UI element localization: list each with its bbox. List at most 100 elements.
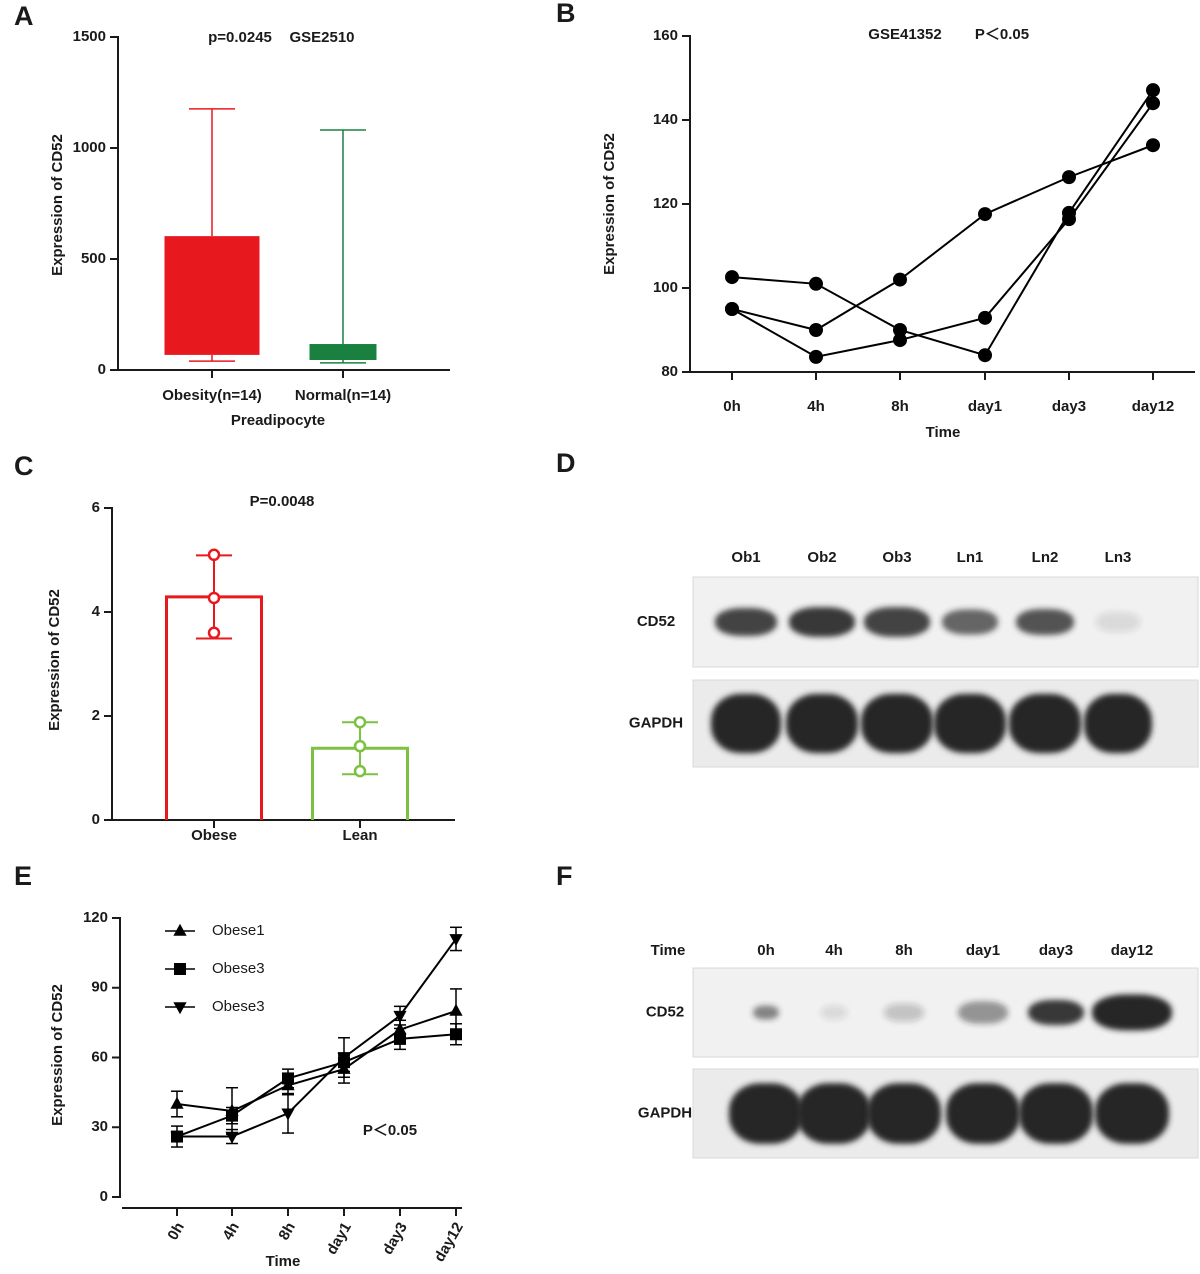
chart-title: p=0.0245 bbox=[208, 29, 272, 46]
x-tick-label: day1 bbox=[968, 398, 1002, 415]
y-tick-label: 4 bbox=[92, 603, 101, 620]
band bbox=[1028, 999, 1084, 1026]
marker bbox=[337, 1052, 351, 1065]
data-point bbox=[207, 591, 221, 605]
y-tick-label: 60 bbox=[91, 1048, 108, 1065]
panel-letter: D bbox=[556, 448, 576, 478]
marker bbox=[978, 348, 992, 363]
lane-label: Ln2 bbox=[1032, 549, 1059, 566]
legend-text: Obese1 bbox=[212, 922, 265, 939]
band bbox=[864, 607, 930, 637]
row-label: CD52 bbox=[637, 613, 675, 630]
y-tick-label: 0 bbox=[98, 361, 106, 378]
marker bbox=[394, 1032, 406, 1045]
x-tick-label: day3 bbox=[1052, 398, 1086, 415]
marker bbox=[809, 349, 823, 364]
marker bbox=[450, 1028, 462, 1041]
x-axis-label: Time bbox=[266, 1253, 301, 1270]
band bbox=[786, 693, 858, 754]
lane-label: 8h bbox=[895, 942, 913, 959]
lane-label: Ln3 bbox=[1105, 549, 1132, 566]
box bbox=[309, 344, 377, 361]
band bbox=[934, 693, 1006, 754]
y-tick-label: 0 bbox=[92, 811, 100, 828]
x-tick-label: day12 bbox=[431, 1219, 467, 1264]
marker bbox=[1062, 212, 1076, 227]
y-axis-label: Expression of CD52 bbox=[46, 589, 63, 731]
x-tick-label: Normal(n=14) bbox=[295, 387, 391, 404]
marker bbox=[1146, 138, 1160, 153]
marker bbox=[173, 1002, 187, 1015]
y-tick-label: 140 bbox=[653, 111, 678, 128]
row-label: GAPDH bbox=[629, 714, 683, 731]
marker bbox=[226, 1109, 238, 1122]
band bbox=[797, 1083, 871, 1144]
band bbox=[821, 1005, 847, 1020]
band bbox=[884, 1003, 924, 1022]
lane-label: Ob2 bbox=[807, 549, 836, 566]
data-point bbox=[207, 548, 221, 562]
marker bbox=[978, 310, 992, 325]
marker bbox=[225, 1131, 239, 1144]
band bbox=[715, 608, 777, 636]
y-tick-label: 120 bbox=[83, 909, 108, 926]
panel-letter: A bbox=[14, 1, 34, 31]
annotation: P＜0.05 bbox=[363, 1122, 417, 1139]
chart-title: GSE41352 bbox=[868, 26, 941, 43]
marker bbox=[170, 1096, 184, 1109]
marker bbox=[393, 1010, 407, 1023]
band bbox=[1009, 693, 1081, 754]
x-tick-label: 0h bbox=[723, 398, 741, 415]
y-tick-label: 0 bbox=[100, 1188, 108, 1205]
series-line bbox=[731, 144, 1154, 332]
marker bbox=[170, 1131, 184, 1144]
x-tick-label: 0h bbox=[164, 1219, 187, 1243]
marker bbox=[725, 270, 739, 285]
marker bbox=[893, 333, 907, 348]
y-tick-label: 30 bbox=[91, 1118, 108, 1135]
panel-letter: F bbox=[556, 861, 573, 891]
legend-text: Obese3 bbox=[212, 960, 265, 977]
data-point bbox=[353, 739, 367, 753]
band bbox=[946, 1083, 1020, 1144]
legend-text: Obese3 bbox=[212, 998, 265, 1015]
series-line bbox=[176, 1010, 457, 1112]
y-tick-label: 100 bbox=[653, 279, 678, 296]
band bbox=[1019, 1083, 1093, 1144]
marker bbox=[809, 323, 823, 337]
band bbox=[1096, 612, 1140, 632]
x-tick-label: Obesity(n=14) bbox=[162, 387, 262, 404]
x-tick-label: 4h bbox=[219, 1219, 242, 1243]
panel-letter: B bbox=[556, 0, 576, 28]
chart-subtitle: GSE2510 bbox=[289, 29, 354, 46]
band bbox=[1092, 994, 1172, 1031]
marker bbox=[173, 923, 187, 936]
y-tick-label: 1500 bbox=[73, 28, 106, 45]
data-point bbox=[207, 626, 221, 640]
series-line bbox=[731, 89, 1154, 357]
y-axis-label: Expression of CD52 bbox=[49, 984, 66, 1126]
band bbox=[958, 1001, 1008, 1024]
y-tick-label: 120 bbox=[653, 195, 678, 212]
series-line bbox=[176, 1033, 457, 1138]
y-tick-label: 1000 bbox=[73, 139, 106, 156]
x-tick-label: 8h bbox=[275, 1219, 298, 1243]
y-tick-label: 80 bbox=[661, 363, 678, 380]
marker bbox=[174, 963, 186, 975]
marker bbox=[281, 1108, 295, 1121]
row-label: CD52 bbox=[646, 1003, 684, 1020]
band bbox=[753, 1005, 779, 1020]
series-line bbox=[177, 938, 457, 1138]
marker bbox=[893, 272, 907, 287]
x-tick-label: day1 bbox=[323, 1219, 355, 1257]
x-tick-label: day12 bbox=[1132, 398, 1175, 415]
lane-label: day1 bbox=[966, 942, 1000, 959]
band bbox=[861, 693, 933, 754]
chart-subtitle: P＜0.05 bbox=[975, 26, 1029, 43]
y-axis-label: Expression of CD52 bbox=[49, 134, 66, 276]
y-tick-label: 2 bbox=[92, 707, 100, 724]
marker bbox=[1146, 83, 1160, 98]
lane-label: day3 bbox=[1039, 942, 1073, 959]
x-tick-label: 8h bbox=[891, 398, 909, 415]
band bbox=[867, 1083, 941, 1144]
